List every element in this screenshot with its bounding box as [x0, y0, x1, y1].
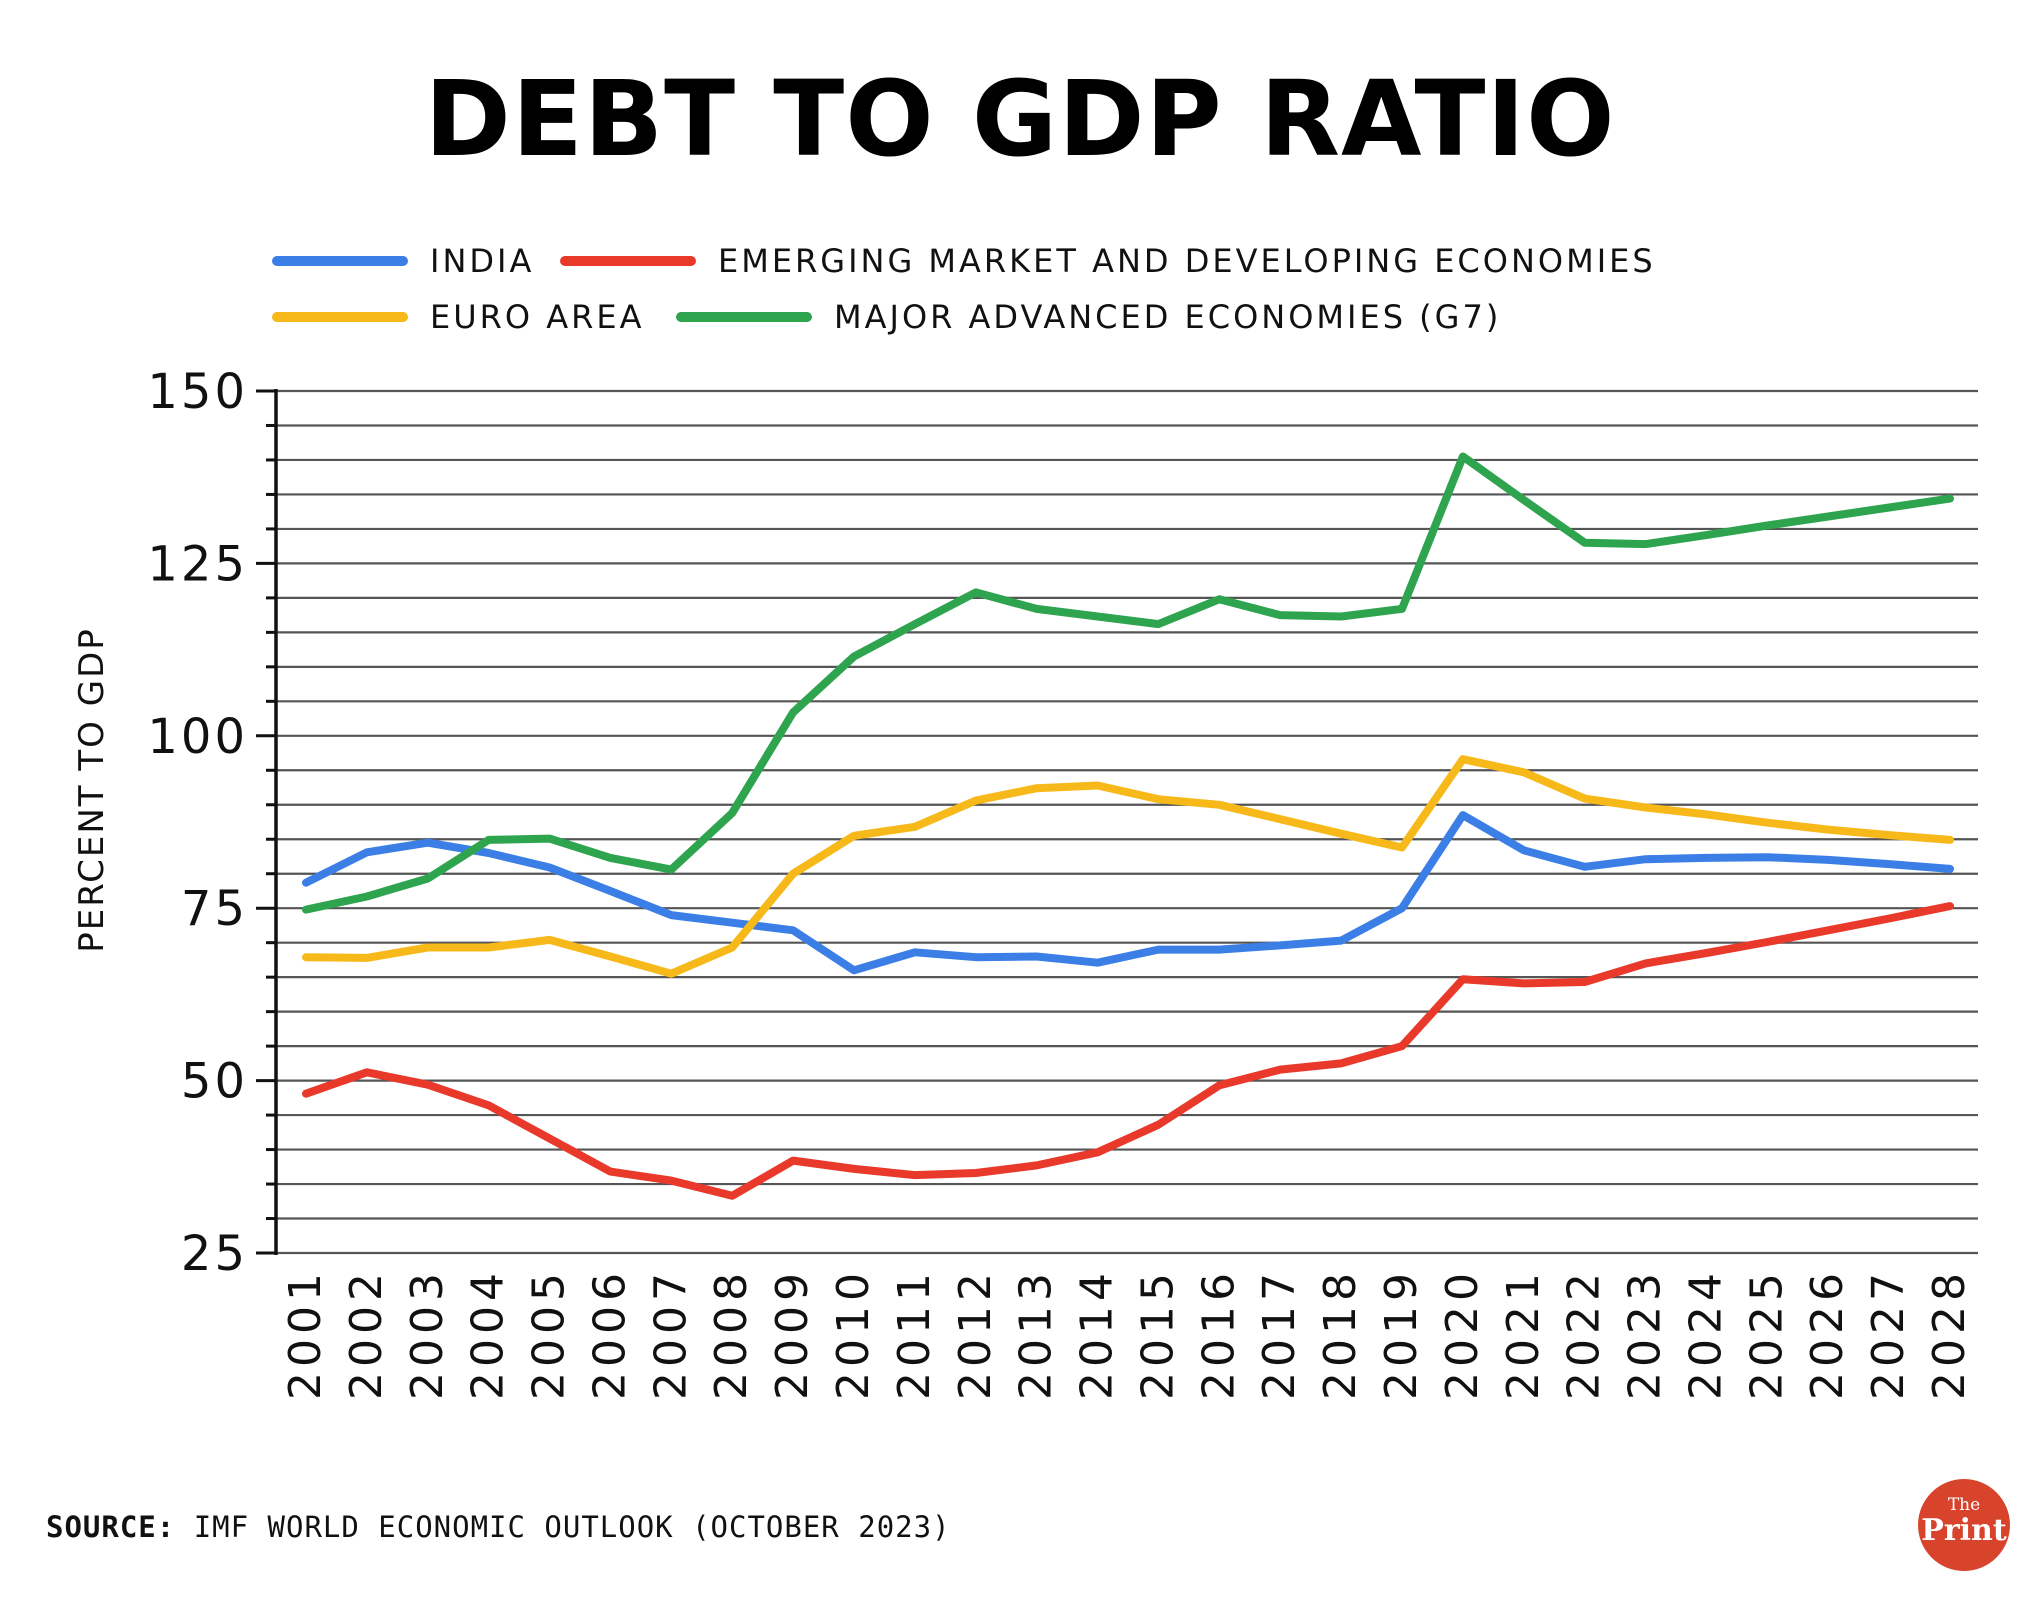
x-tick-label-2020: 2020	[1437, 1268, 1488, 1400]
y-tick-label-150: 150	[147, 364, 248, 420]
x-tick-label-2008: 2008	[706, 1268, 757, 1400]
x-tick-label-2003: 2003	[402, 1268, 453, 1400]
x-tick-label-2004: 2004	[463, 1268, 514, 1400]
y-tick-label-50: 50	[181, 1054, 248, 1110]
legend-label-g7: MAJOR ADVANCED ECONOMIES (G7)	[834, 298, 1502, 336]
legend-item-g7: MAJOR ADVANCED ECONOMIES (G7)	[676, 295, 1501, 339]
x-tick-label-2010: 2010	[828, 1268, 879, 1400]
source-label: SOURCE:	[46, 1510, 176, 1544]
y-tick-label-125: 125	[147, 536, 248, 592]
series-lines	[302, 452, 1954, 1200]
x-tick-label-2021: 2021	[1498, 1268, 1549, 1400]
legend-item-emerging: EMERGING MARKET AND DEVELOPING ECONOMIES	[560, 239, 1656, 283]
x-tick-label-2016: 2016	[1193, 1268, 1244, 1400]
legend-label-emerging: EMERGING MARKET AND DEVELOPING ECONOMIES	[718, 242, 1656, 280]
logo-print: Print	[1921, 1513, 2007, 1548]
series-line-3	[302, 452, 1954, 914]
legend-swatch-india	[272, 256, 408, 266]
x-tick-label-2011: 2011	[889, 1268, 940, 1400]
x-tick-label-2014: 2014	[1072, 1268, 1123, 1400]
source-text: IMF WORLD ECONOMIC OUTLOOK (OCTOBER 2023…	[193, 1510, 951, 1544]
legend-item-india: INDIA	[272, 239, 534, 283]
x-tick-label-2027: 2027	[1863, 1268, 1914, 1400]
series-line-0	[302, 811, 1954, 975]
theprint-logo: The Print	[1918, 1479, 2010, 1571]
x-tick-label-2015: 2015	[1132, 1268, 1183, 1400]
legend-swatch-emerging	[560, 256, 696, 266]
series-line-1	[302, 902, 1954, 1200]
x-tick-label-2017: 2017	[1254, 1268, 1305, 1400]
legend-label-euro-area: EURO AREA	[430, 298, 645, 336]
y-tick-label-75: 75	[181, 881, 248, 937]
axes	[256, 389, 278, 1255]
source-note: SOURCE: IMF WORLD ECONOMIC OUTLOOK (OCTO…	[46, 1510, 951, 1544]
x-tick-label-2028: 2028	[1924, 1268, 1975, 1400]
x-tick-label-2013: 2013	[1011, 1268, 1062, 1400]
x-tick-label-2024: 2024	[1680, 1268, 1731, 1400]
chart-title: DEBT TO GDP RATIO	[424, 58, 1616, 180]
x-tick-label-2019: 2019	[1376, 1268, 1427, 1400]
x-tick-label-2005: 2005	[524, 1268, 575, 1400]
x-tick-label-2012: 2012	[950, 1268, 1001, 1400]
x-tick-label-2022: 2022	[1559, 1268, 1610, 1400]
x-tick-label-2025: 2025	[1741, 1268, 1792, 1400]
x-tick-label-2002: 2002	[341, 1268, 392, 1400]
legend-swatch-euro-area	[272, 312, 408, 322]
y-tick-label-100: 100	[147, 709, 248, 765]
x-tick-label-2026: 2026	[1802, 1268, 1853, 1400]
series-line-2	[302, 755, 1954, 978]
x-tick-label-2006: 2006	[584, 1268, 635, 1400]
x-tick-label-2007: 2007	[645, 1268, 696, 1400]
y-tick-label-25: 25	[181, 1226, 248, 1282]
grid-lines	[276, 389, 1978, 1255]
x-tick-label-2018: 2018	[1315, 1268, 1366, 1400]
legend-swatch-g7	[676, 312, 812, 322]
x-tick-label-2009: 2009	[767, 1268, 818, 1400]
x-tick-label-2001: 2001	[280, 1268, 331, 1400]
x-tick-label-2023: 2023	[1620, 1268, 1671, 1400]
logo-the: The	[1947, 1495, 1981, 1515]
legend-item-euro-area: EURO AREA	[272, 295, 644, 339]
legend-label-india: INDIA	[430, 242, 535, 280]
